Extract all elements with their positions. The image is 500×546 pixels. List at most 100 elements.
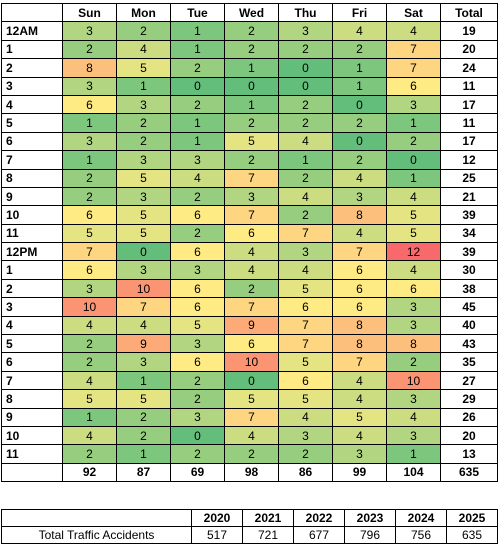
table-row: 10 4 2 0 4 3 4 3 20 <box>1 425 498 446</box>
heat-cell: 2 <box>116 21 171 41</box>
row-total: 25 <box>440 168 498 188</box>
heat-cell: 1 <box>116 444 171 464</box>
heat-cell: 0 <box>224 370 279 391</box>
row-total: 26 <box>440 407 498 427</box>
heat-cell: 7 <box>224 168 279 188</box>
heat-cell: 4 <box>386 186 441 207</box>
heat-cell: 4 <box>332 370 387 391</box>
heat-cell: 1 <box>386 113 441 133</box>
heat-cell: 3 <box>386 389 441 409</box>
heat-cell: 7 <box>224 205 279 225</box>
hour-label: 8 <box>1 168 63 188</box>
heat-cell: 6 <box>332 260 387 280</box>
heat-cell: 3 <box>386 425 441 446</box>
heat-cell: 2 <box>224 150 279 170</box>
heat-cell: 2 <box>278 205 333 225</box>
heat-cell: 5 <box>116 58 171 78</box>
heatmap-table: Sun Mon Tue Wed Thu Fri Sat Total 12AM 3 2 1 2 3 4 4 19 1… <box>1 2 498 483</box>
heat-cell: 3 <box>116 150 171 170</box>
heat-cell: 1 <box>62 150 117 170</box>
heat-cell: 3 <box>62 21 117 41</box>
table-row: 9 1 2 3 7 4 5 4 26 <box>1 407 498 427</box>
hour-label: 12PM <box>1 242 63 262</box>
corner-cell <box>1 2 63 23</box>
heat-cell: 4 <box>278 186 333 207</box>
table-row: 3 3 1 0 0 0 1 6 11 <box>1 76 498 96</box>
heat-cell: 8 <box>332 205 387 225</box>
heat-cell: 7 <box>332 352 387 372</box>
heat-cell: 6 <box>62 94 117 115</box>
heat-cell: 5 <box>116 205 171 225</box>
heat-cell: 2 <box>170 370 225 391</box>
heat-cell: 6 <box>278 297 333 317</box>
heat-cell: 1 <box>62 407 117 427</box>
heat-cell: 0 <box>170 76 225 96</box>
heat-cell: 1 <box>116 370 171 391</box>
column-header: Sun <box>62 2 117 23</box>
heat-cell: 1 <box>116 76 171 96</box>
heat-cell: 2 <box>62 186 117 207</box>
year-total: 721 <box>242 526 294 544</box>
hour-label: 11 <box>1 223 63 244</box>
row-total: 34 <box>440 223 498 244</box>
hour-label: 10 <box>1 425 63 446</box>
table-row: 92 87 69 98 86 99 104 635 <box>1 462 498 483</box>
heat-cell: 4 <box>332 168 387 188</box>
table-row: 1 2 4 1 2 2 2 7 20 <box>1 39 498 60</box>
heat-cell: 3 <box>224 186 279 207</box>
heat-cell: 6 <box>278 370 333 391</box>
grand-total: 635 <box>440 462 498 483</box>
heat-cell: 4 <box>332 223 387 244</box>
heat-cell: 0 <box>278 76 333 96</box>
heat-cell: 4 <box>62 370 117 391</box>
heat-cell: 2 <box>224 113 279 133</box>
heat-cell: 2 <box>170 444 225 464</box>
row-total: 11 <box>440 76 498 96</box>
table-row: 1 6 3 3 4 4 6 4 30 <box>1 260 498 280</box>
heat-cell: 2 <box>62 352 117 372</box>
heat-cell: 2 <box>62 334 117 354</box>
heat-cell: 4 <box>386 21 441 41</box>
heat-cell: 3 <box>170 407 225 427</box>
heat-cell: 2 <box>332 113 387 133</box>
hour-label: 7 <box>1 370 63 391</box>
hour-label: 7 <box>1 150 63 170</box>
heat-cell: 4 <box>224 425 279 446</box>
heat-cell: 2 <box>170 58 225 78</box>
summary-label: Total Traffic Accidents <box>1 526 192 544</box>
heat-cell: 4 <box>170 168 225 188</box>
table-row: 8 2 5 4 7 2 4 1 25 <box>1 168 498 188</box>
heat-cell: 8 <box>332 334 387 354</box>
heat-cell: 1 <box>170 131 225 152</box>
heat-cell: 5 <box>278 352 333 372</box>
heat-cell: 2 <box>386 131 441 152</box>
column-header: Thu <box>278 2 333 23</box>
year-total: 756 <box>395 526 447 544</box>
empty-cell <box>1 509 192 527</box>
table-row: 10 6 5 6 7 2 8 5 39 <box>1 205 498 225</box>
heat-cell: 7 <box>62 242 117 262</box>
heat-cell: 4 <box>278 131 333 152</box>
year-total: 677 <box>293 526 345 544</box>
heat-cell: 1 <box>386 444 441 464</box>
heat-cell: 0 <box>116 242 171 262</box>
heat-cell: 6 <box>62 260 117 280</box>
table-row: 11 5 5 2 6 7 4 5 34 <box>1 223 498 244</box>
heat-cell: 1 <box>386 168 441 188</box>
year-header: 2022 <box>293 509 345 527</box>
column-header: Tue <box>170 2 225 23</box>
heat-cell: 3 <box>278 242 333 262</box>
year-header: 2021 <box>242 509 294 527</box>
heat-cell: 2 <box>170 186 225 207</box>
heat-cell: 2 <box>62 39 117 60</box>
heat-cell: 2 <box>332 39 387 60</box>
table-row: 12PM 7 0 6 4 3 7 12 39 <box>1 242 498 262</box>
heat-cell: 1 <box>170 21 225 41</box>
heat-cell: 4 <box>332 389 387 409</box>
table-row: 4 4 4 5 9 7 8 3 40 <box>1 315 498 336</box>
year-header: 2020 <box>191 509 243 527</box>
heat-cell: 10 <box>386 370 441 391</box>
table-row: 7 4 1 2 0 6 4 10 27 <box>1 370 498 391</box>
heat-cell: 1 <box>170 39 225 60</box>
heat-cell: 1 <box>278 150 333 170</box>
